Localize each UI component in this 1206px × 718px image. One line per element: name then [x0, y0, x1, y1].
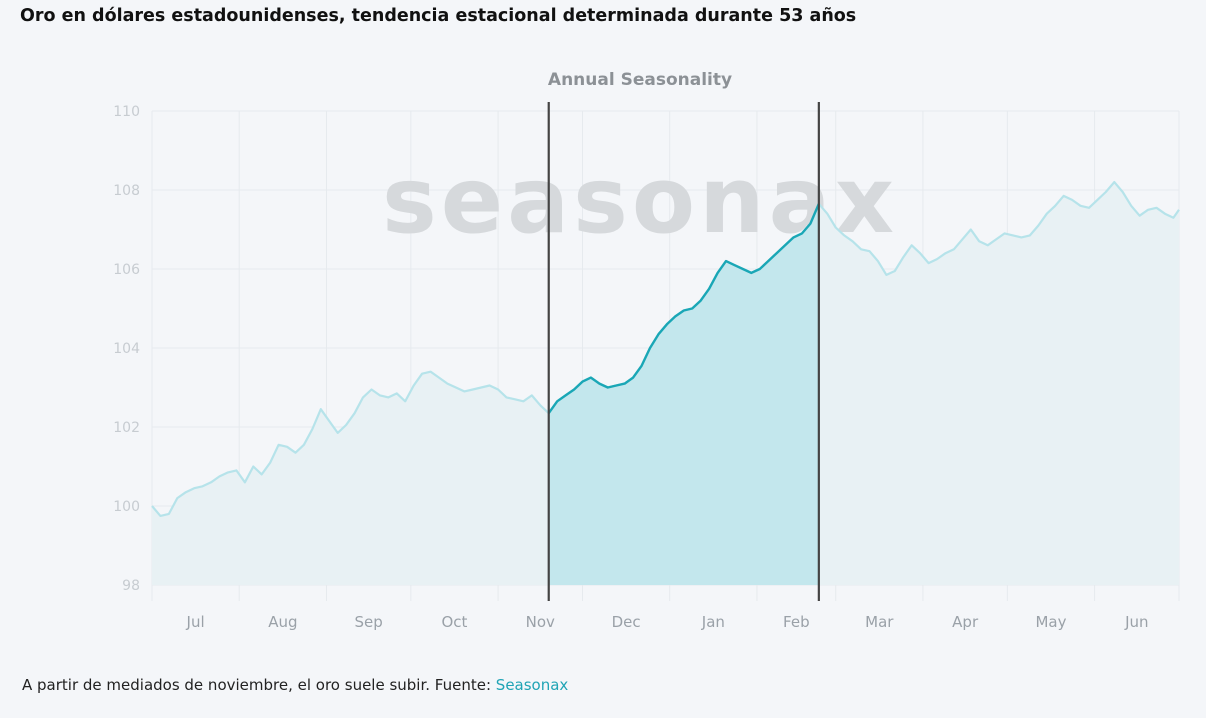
- x-tick-label: Feb: [783, 613, 810, 631]
- series-lines: [151, 181, 1180, 517]
- area-fill-highlight: [548, 203, 819, 586]
- x-tick-label: Jan: [701, 613, 725, 631]
- x-tick-label: Jul: [186, 613, 205, 631]
- y-axis: 98 100 102 104 106 108 110: [113, 104, 140, 594]
- series-line-highlight: [547, 203, 820, 414]
- highlight-band: [547, 102, 820, 601]
- y-tick-label: 110: [113, 104, 140, 120]
- y-tick-label: 98: [122, 578, 140, 594]
- x-tick-label: May: [1035, 613, 1066, 631]
- chart-container: seasonax 98 100 102 104 106 108 110 Jul Aug Sep O…: [0, 56, 1206, 646]
- x-tick-label: Jun: [1124, 613, 1148, 631]
- x-tick-label: Nov: [526, 613, 555, 631]
- caption: A partir de mediados de noviembre, el or…: [22, 676, 568, 694]
- caption-text: A partir de mediados de noviembre, el or…: [22, 676, 496, 694]
- area-fills: [152, 182, 1179, 586]
- y-tick-label: 102: [113, 420, 140, 436]
- source-link[interactable]: Seasonax: [495, 676, 569, 694]
- x-tick-label: Sep: [355, 613, 383, 631]
- y-tick-label: 100: [113, 499, 140, 515]
- x-tick-label: Dec: [612, 613, 641, 631]
- y-tick-label: 108: [113, 183, 140, 199]
- chart-title: Annual Seasonality: [548, 70, 732, 90]
- y-tick-label: 106: [113, 262, 140, 278]
- x-tick-label: Aug: [268, 613, 297, 631]
- x-tick-label: Mar: [865, 613, 894, 631]
- x-tick-label: Apr: [952, 613, 979, 631]
- page-title: Oro en dólares estadounidenses, tendenci…: [20, 6, 857, 26]
- x-tick-label: Oct: [442, 613, 468, 631]
- y-tick-label: 104: [113, 341, 140, 357]
- x-axis: Jul Aug Sep Oct Nov Dec Jan Feb Mar Apr May Jun: [186, 613, 1149, 631]
